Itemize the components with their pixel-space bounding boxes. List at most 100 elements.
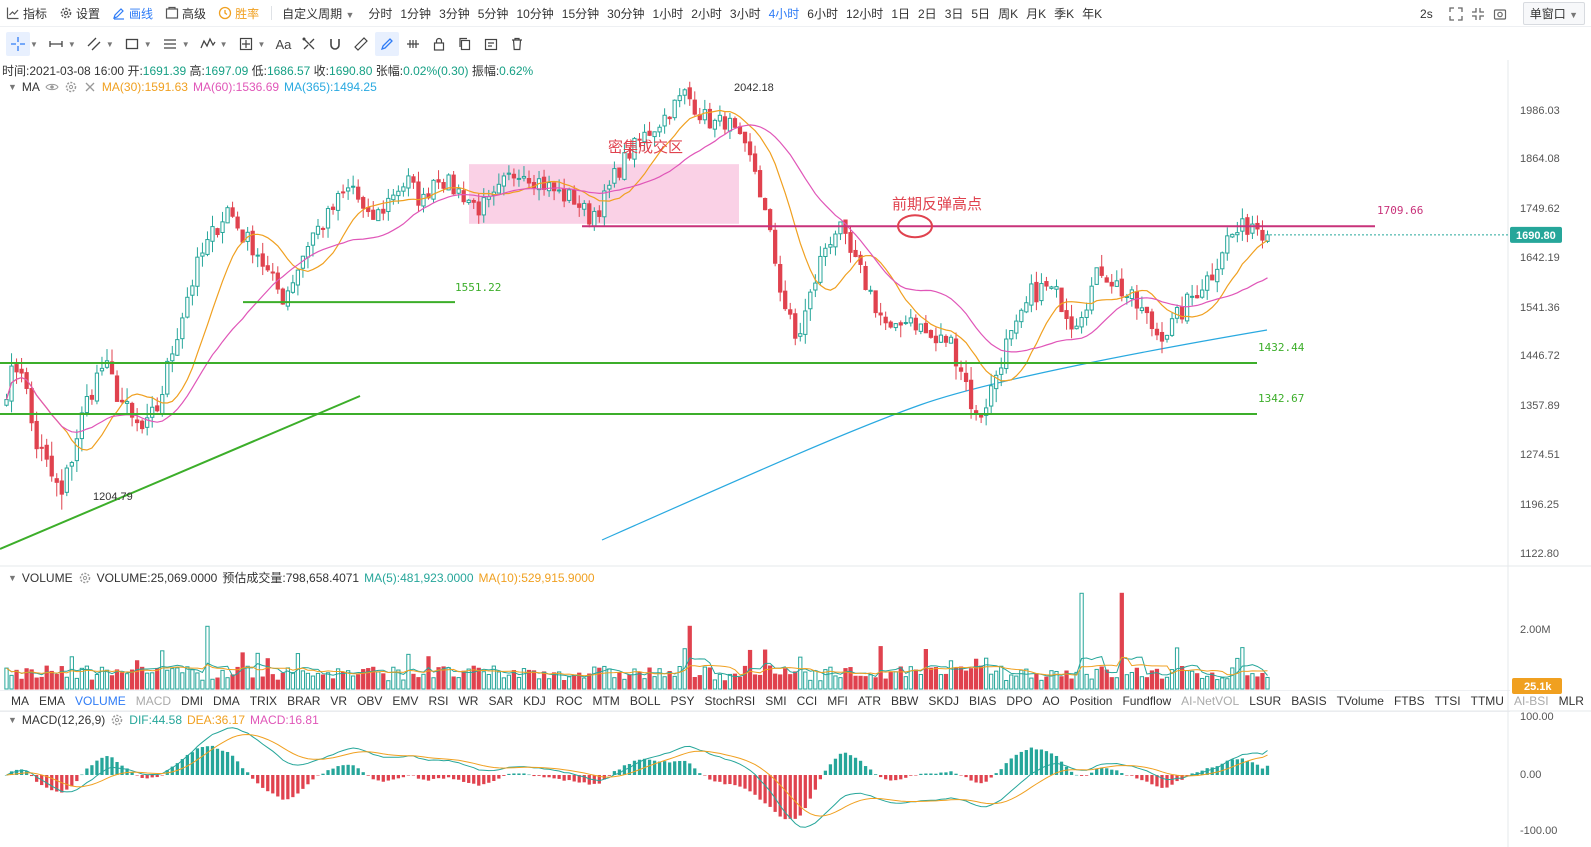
- indicator-tab[interactable]: VR: [330, 694, 348, 708]
- indicator-tab[interactable]: Fundflow: [1122, 694, 1172, 708]
- gear-icon[interactable]: [64, 80, 78, 94]
- indicator-tab[interactable]: VOLUME: [75, 694, 126, 708]
- toolbar-win-rate-button[interactable]: 胜率: [212, 0, 265, 27]
- period-tab[interactable]: 5分钟: [477, 6, 509, 21]
- rectangle-tool[interactable]: [120, 32, 144, 56]
- indicator-tab[interactable]: ATR: [857, 694, 882, 708]
- indicator-tab[interactable]: CCI: [796, 694, 818, 708]
- indicator-tab[interactable]: Position: [1069, 694, 1113, 708]
- indicator-tab[interactable]: MFI: [827, 694, 848, 708]
- indicator-tab[interactable]: TRIX: [249, 694, 278, 708]
- indicator-tab[interactable]: TTSI: [1434, 694, 1461, 708]
- indicator-tab[interactable]: RSI: [428, 694, 449, 708]
- gear-icon[interactable]: [110, 713, 124, 727]
- eye-icon[interactable]: [45, 80, 59, 94]
- crosshair-tool[interactable]: [6, 32, 30, 56]
- magnet-tool[interactable]: [323, 32, 347, 56]
- measure-tool[interactable]: [234, 32, 258, 56]
- lock-tool[interactable]: [427, 32, 451, 56]
- period-tab[interactable]: 季K: [1054, 6, 1075, 21]
- brush-tool[interactable]: [375, 32, 400, 56]
- indicator-tab[interactable]: LSUR: [1249, 694, 1282, 708]
- chevron-down-icon[interactable]: ▼: [105, 39, 114, 49]
- period-tab[interactable]: 30分钟: [607, 6, 645, 21]
- indicator-tab[interactable]: MA: [11, 694, 29, 708]
- indicator-tab[interactable]: BASIS: [1291, 694, 1327, 708]
- period-tab[interactable]: 6小时: [807, 6, 838, 21]
- ruler-tool[interactable]: [349, 32, 373, 56]
- indicator-tab[interactable]: DPO: [1006, 694, 1033, 708]
- indicator-tab[interactable]: WR: [458, 694, 479, 708]
- toolbar-advanced-button[interactable]: 高级: [159, 0, 212, 27]
- chevron-down-icon[interactable]: ▼: [67, 39, 76, 49]
- indicator-tab[interactable]: EMV: [392, 694, 419, 708]
- indicator-tab[interactable]: TVolume: [1336, 694, 1384, 708]
- link-tool[interactable]: [401, 32, 425, 56]
- period-tab[interactable]: 4小时: [768, 6, 800, 21]
- collapse-chevron-icon[interactable]: ▼: [8, 82, 17, 92]
- fibonacci-tool[interactable]: [158, 32, 182, 56]
- delete-tool[interactable]: [505, 32, 529, 56]
- close-icon[interactable]: [83, 80, 97, 94]
- indicator-tab[interactable]: FTBS: [1393, 694, 1425, 708]
- indicator-tab[interactable]: DMA: [213, 694, 240, 708]
- period-tab[interactable]: 月K: [1026, 6, 1047, 21]
- period-tab[interactable]: 3日: [944, 6, 964, 21]
- custom-period-dropdown[interactable]: 自定义周期 ▼: [278, 5, 358, 22]
- indicator-tab[interactable]: OBV: [357, 694, 383, 708]
- indicator-tab[interactable]: SAR: [488, 694, 514, 708]
- toolbar-pencil-button[interactable]: 画线: [106, 0, 159, 27]
- period-tab[interactable]: 10分钟: [516, 6, 554, 21]
- gear-icon[interactable]: [78, 571, 92, 585]
- period-tab[interactable]: 年K: [1082, 6, 1103, 21]
- horizontal-segment-tool[interactable]: [44, 32, 68, 56]
- period-tab[interactable]: 1日: [891, 6, 910, 21]
- indicator-tab[interactable]: EMA: [39, 694, 66, 708]
- indicator-tab[interactable]: BBW: [891, 694, 919, 708]
- indicator-tab[interactable]: SMI: [765, 694, 787, 708]
- period-tab[interactable]: 1分钟: [400, 6, 432, 21]
- indicator-tab[interactable]: TTMU: [1470, 694, 1504, 708]
- toolbar-gear-button[interactable]: 设置: [53, 0, 106, 27]
- indicator-tab[interactable]: KDJ: [523, 694, 546, 708]
- collapse-chevron-icon[interactable]: ▼: [8, 715, 17, 725]
- indicator-tab[interactable]: MLR: [1558, 694, 1584, 708]
- chevron-down-icon[interactable]: ▼: [143, 39, 152, 49]
- indicator-tab[interactable]: BRAR: [287, 694, 321, 708]
- collapse-chevron-icon[interactable]: ▼: [8, 572, 17, 583]
- fullscreen-icon[interactable]: [1449, 6, 1463, 21]
- toolbar-indicator-button[interactable]: 指标: [0, 0, 53, 27]
- period-tab[interactable]: 2日: [918, 6, 937, 21]
- settings-tool[interactable]: [479, 32, 503, 56]
- indicator-tab[interactable]: AO: [1042, 694, 1060, 708]
- indicator-tab[interactable]: SKDJ: [928, 694, 960, 708]
- indicator-tab[interactable]: MACD: [135, 694, 172, 708]
- indicator-tab[interactable]: AI-BSI: [1513, 694, 1549, 708]
- period-tab[interactable]: 3分钟: [439, 6, 470, 21]
- indicator-tab[interactable]: AI-NetVOL: [1181, 694, 1240, 708]
- copy-tool[interactable]: [453, 32, 477, 56]
- wave-tool[interactable]: [196, 32, 220, 56]
- pattern-tool[interactable]: [297, 32, 321, 56]
- indicator-tab[interactable]: StochRSI: [704, 694, 756, 708]
- period-tab[interactable]: 3小时: [729, 6, 761, 21]
- indicator-tab[interactable]: PSY: [670, 694, 695, 708]
- period-tab[interactable]: 1小时: [652, 6, 684, 21]
- indicator-tab[interactable]: BIAS: [969, 694, 997, 708]
- window-mode-dropdown[interactable]: 单窗口 ▼: [1522, 2, 1585, 25]
- period-tab[interactable]: 分时: [368, 6, 393, 21]
- period-tab[interactable]: 2小时: [691, 6, 722, 21]
- text-tool[interactable]: Aa: [271, 32, 295, 56]
- chevron-down-icon[interactable]: ▼: [257, 39, 266, 49]
- period-tab[interactable]: 12小时: [845, 6, 884, 21]
- chevron-down-icon[interactable]: ▼: [181, 39, 190, 49]
- screenshot-icon[interactable]: [1493, 7, 1507, 21]
- period-tab[interactable]: 周K: [998, 6, 1019, 21]
- period-tab[interactable]: 5日: [971, 6, 991, 21]
- indicator-tab[interactable]: MTM: [592, 694, 620, 708]
- indicator-tab[interactable]: DMI: [181, 694, 204, 708]
- indicator-tab[interactable]: BOLL: [629, 694, 661, 708]
- chevron-down-icon[interactable]: ▼: [219, 39, 228, 49]
- channel-tool[interactable]: [82, 32, 106, 56]
